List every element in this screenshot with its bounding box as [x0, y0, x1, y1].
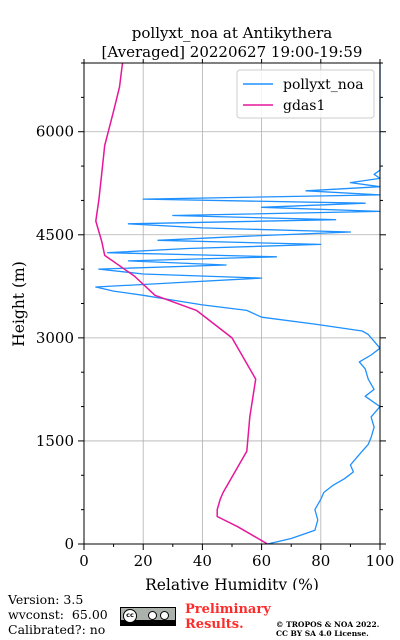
rh-profile-chart: 0 20 40 60 80 100 0 1500 3000 4500 6000 pollyxt_no…: [10, 24, 395, 590]
x-tick-label-100: 100: [366, 552, 395, 570]
x-tick-label-80: 80: [311, 552, 330, 570]
x-tick-label-20: 20: [134, 552, 153, 570]
y-tick-label-4500: 4500: [36, 226, 74, 244]
y-tick-label-6000: 6000: [36, 123, 74, 141]
x-tick-label-60: 60: [252, 552, 271, 570]
cc-by-icon: [148, 611, 157, 620]
y-axis-label: Height (m): [10, 261, 28, 347]
copyright-notice: © TROPOS & NOA 2022. CC BY SA 4.0 Licens…: [276, 620, 379, 638]
wvconst-text: wvconst: 65.00: [8, 607, 108, 622]
plot-background: [84, 63, 380, 544]
cc-license-strip: [121, 620, 175, 625]
series-line-gdas1: [95, 62, 268, 545]
legend: pollyxt_noa gdas1: [236, 69, 375, 119]
calibrated-text: Calibrated?: no: [8, 622, 106, 637]
x-tick-label-40: 40: [193, 552, 212, 570]
copyright-line-2: CC BY SA 4.0 License.: [276, 629, 369, 638]
chart-subtitle: [Averaged] 20220627 19:00-19:59: [102, 43, 363, 61]
preliminary-line-1: Preliminary: [185, 602, 271, 617]
axis-ticks: 0 20 40 60 80 100 0 1500 3000 4500 6000: [36, 59, 395, 570]
x-axis-label: Relative Humidity (%): [145, 576, 319, 590]
x-tick-label-0: 0: [79, 552, 89, 570]
y-tick-label-0: 0: [64, 535, 74, 553]
legend-box: [236, 69, 375, 119]
copyright-line-1: © TROPOS & NOA 2022.: [276, 620, 380, 629]
chart-title: pollyxt_noa at Antikythera: [132, 24, 332, 42]
preliminary-line-2: Results.: [185, 617, 244, 632]
cc-icon: cc: [123, 609, 137, 623]
cc-license-logo: cc: [120, 607, 176, 626]
preliminary-notice: Preliminary Results.: [185, 602, 271, 632]
legend-label-gdas1: gdas1: [283, 98, 325, 114]
version-text: Version: 3.5: [8, 592, 84, 607]
cc-sa-icon: [160, 611, 169, 620]
legend-label-pollyxt: pollyxt_noa: [283, 77, 364, 93]
y-tick-label-1500: 1500: [36, 432, 74, 450]
processing-info: Version: 3.5 wvconst: 65.00 Calibrated?:…: [8, 592, 108, 637]
y-tick-label-3000: 3000: [36, 329, 74, 347]
